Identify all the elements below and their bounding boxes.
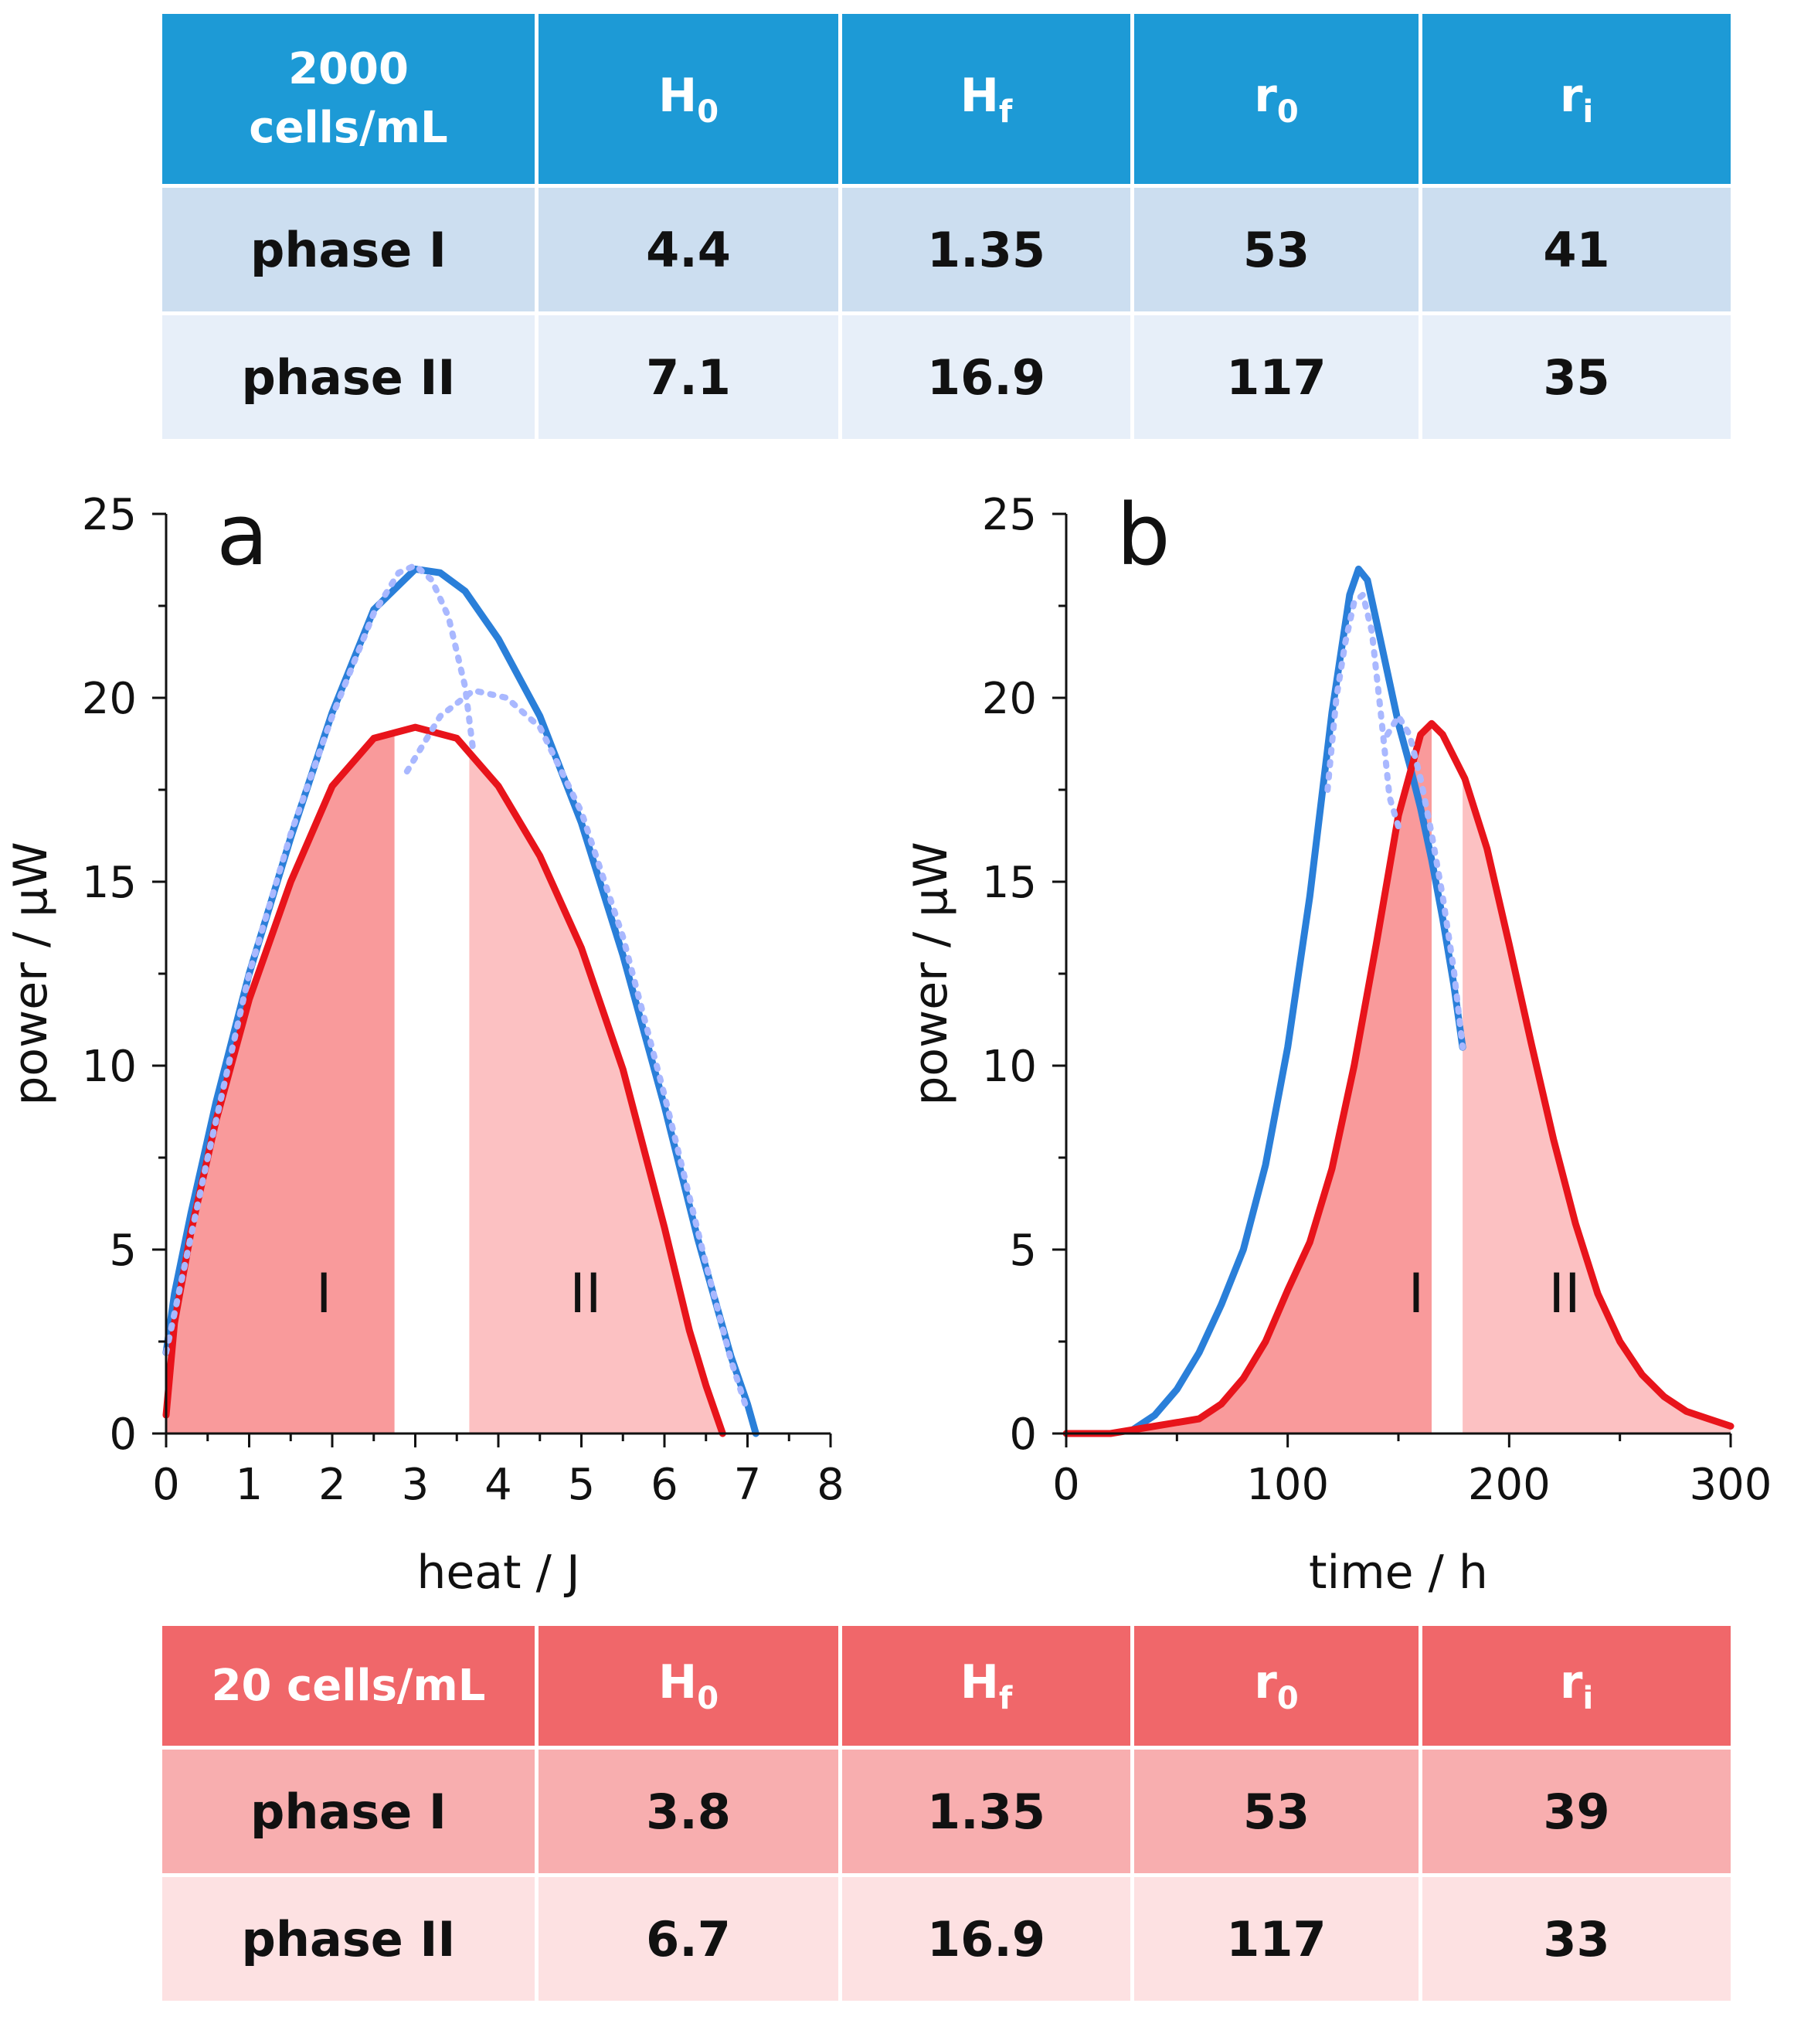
- table-row: phase II 6.7 16.9 117 33: [162, 1875, 1731, 2001]
- series-line-2000-cells-ml: [1129, 565, 1466, 1434]
- table-cell: 6.7: [536, 1875, 842, 2001]
- table-cell: 41: [1420, 185, 1731, 315]
- phase-label: II: [1548, 1262, 1580, 1325]
- header-ri: ri: [1420, 14, 1731, 188]
- series-line-20-cells-ml: [162, 723, 726, 1437]
- table-cell: 53: [1132, 185, 1422, 315]
- header-Hf: Hf: [840, 1626, 1134, 1750]
- table-cell: 7.1: [536, 313, 842, 439]
- x-tick-label: 0: [152, 1460, 180, 1510]
- table-20-cells: 20 cells/mL H0 Hf r0 ri phase I 3.8 1.35…: [162, 1626, 1731, 2001]
- phase-label: I: [1408, 1262, 1425, 1325]
- series-line-fit-phase-ii: [403, 687, 751, 1415]
- y-tick-label: 0: [1009, 1410, 1037, 1460]
- series-line-20-cells-ml: [1062, 719, 1735, 1437]
- panel-letter: b: [1116, 485, 1171, 584]
- phase-region-2: [469, 752, 723, 1434]
- y-tick-label: 25: [82, 490, 137, 540]
- y-tick-label: 0: [109, 1410, 137, 1460]
- x-tick-label: 300: [1690, 1460, 1772, 1510]
- x-tick-label: 8: [817, 1460, 844, 1510]
- table-cell: 35: [1420, 313, 1731, 439]
- table-cell: 117: [1132, 1875, 1422, 2001]
- series-line-fit-phase-ii: [1384, 713, 1466, 1051]
- x-tick-label: 2: [318, 1460, 346, 1510]
- y-tick-label: 20: [982, 674, 1037, 724]
- x-tick-label: 4: [484, 1460, 512, 1510]
- table-cell: 117: [1132, 313, 1422, 439]
- header-r0: r0: [1132, 1626, 1422, 1750]
- x-tick-label: 3: [402, 1460, 430, 1510]
- y-tick-label: 15: [982, 858, 1037, 908]
- table-corner-label: 20 cells/mL: [162, 1626, 539, 1750]
- y-tick-label: 15: [82, 858, 137, 908]
- y-tick-label: 5: [1009, 1226, 1037, 1276]
- phase-region-1: [1066, 723, 1432, 1434]
- series-line-fit-phase-i: [163, 562, 477, 1356]
- table-row: phase I 3.8 1.35 53 39: [162, 1747, 1731, 1877]
- table-cell: 33: [1420, 1875, 1731, 2001]
- table-cell: 4.4: [536, 185, 842, 315]
- phase-region-1: [166, 733, 395, 1434]
- table-corner-label: 2000 cells/mL: [162, 14, 539, 188]
- table-cell: 1.35: [840, 1747, 1134, 1877]
- series-line-fit-phase-i: [1324, 591, 1402, 830]
- x-tick-label: 5: [568, 1460, 596, 1510]
- y-axis-label: power / µW: [904, 842, 958, 1105]
- x-tick-label: 100: [1246, 1460, 1329, 1510]
- header-H0: H0: [536, 14, 842, 188]
- header-r0: r0: [1132, 14, 1422, 188]
- y-tick-label: 5: [109, 1226, 137, 1276]
- table-cell: 16.9: [840, 1875, 1134, 2001]
- header-ri: ri: [1420, 1626, 1731, 1750]
- table-row: phase II 7.1 16.9 117 35: [162, 313, 1731, 439]
- header-H0: H0: [536, 1626, 842, 1750]
- y-axis-label: power / µW: [4, 842, 58, 1105]
- header-Hf: Hf: [840, 14, 1134, 188]
- y-tick-label: 20: [82, 674, 137, 724]
- table-cell: 53: [1132, 1747, 1422, 1877]
- table-header-row: 20 cells/mL H0 Hf r0 ri: [162, 1626, 1731, 1750]
- row-label: phase II: [162, 1875, 539, 2001]
- table-cell: 16.9: [840, 313, 1134, 439]
- panel-letter: a: [216, 485, 268, 584]
- y-tick-label: 10: [82, 1042, 137, 1092]
- x-tick-label: 7: [734, 1460, 762, 1510]
- phase-region-2: [1463, 774, 1731, 1434]
- series-line-2000-cells-ml: [162, 565, 759, 1437]
- table-row: phase I 4.4 1.35 53 41: [162, 185, 1731, 315]
- x-axis-label: heat / J: [416, 1546, 579, 1600]
- row-label: phase I: [162, 1747, 539, 1877]
- y-tick-label: 10: [982, 1042, 1037, 1092]
- x-axis-label: time / h: [1309, 1546, 1488, 1600]
- table-2000-cells: 2000 cells/mL H0 Hf r0 ri phase I 4.4 1.3…: [162, 14, 1731, 439]
- x-tick-label: 200: [1468, 1460, 1551, 1510]
- x-tick-label: 6: [651, 1460, 678, 1510]
- y-tick-label: 25: [982, 490, 1037, 540]
- table-cell: 1.35: [840, 185, 1134, 315]
- phase-label: II: [569, 1262, 601, 1325]
- row-label: phase II: [162, 313, 539, 439]
- phase-label: I: [316, 1262, 332, 1325]
- table-cell: 39: [1420, 1747, 1731, 1877]
- table-cell: 3.8: [536, 1747, 842, 1877]
- x-tick-label: 1: [236, 1460, 263, 1510]
- x-tick-label: 0: [1052, 1460, 1080, 1510]
- row-label: phase I: [162, 185, 539, 315]
- table-header-row: 2000 cells/mL H0 Hf r0 ri: [162, 14, 1731, 188]
